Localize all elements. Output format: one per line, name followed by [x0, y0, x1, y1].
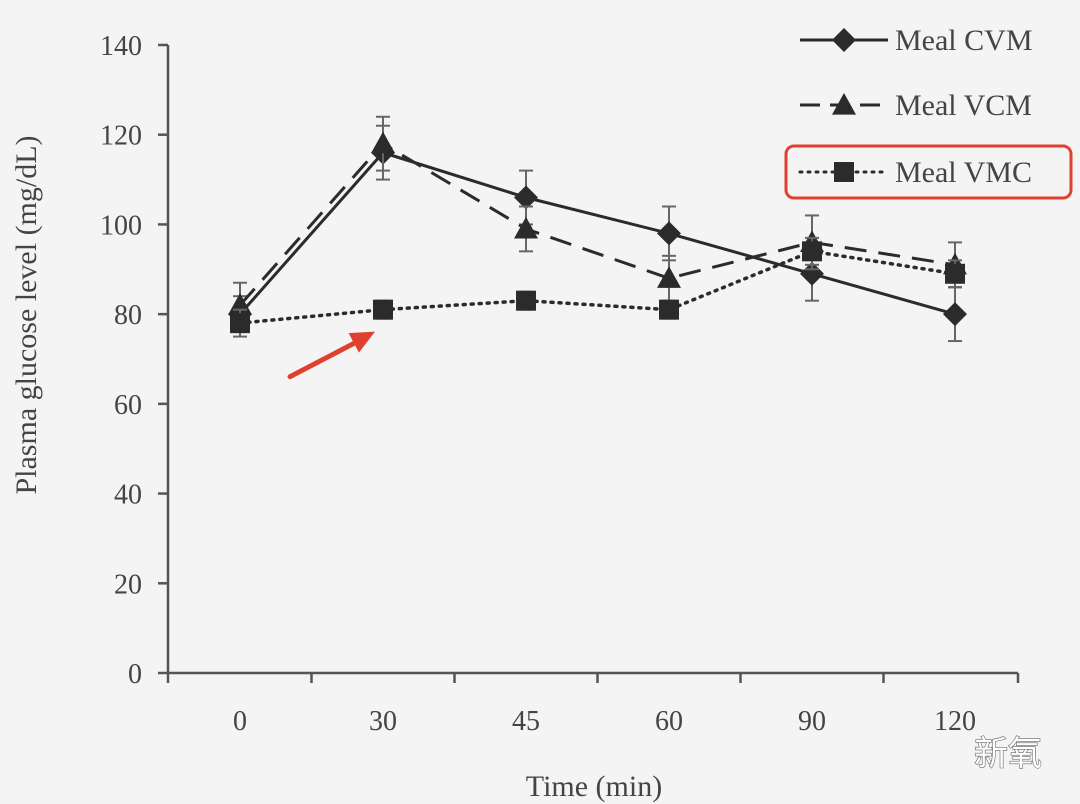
data-point — [373, 299, 393, 320]
x-tick-label: 90 — [798, 706, 826, 737]
data-point — [945, 263, 965, 284]
data-point — [230, 313, 250, 334]
legend-marker — [834, 162, 854, 182]
legend-item: Meal VCM — [800, 89, 1032, 122]
annotation — [287, 331, 375, 380]
series-meal-vmc — [230, 236, 965, 338]
data-point — [659, 299, 679, 320]
legend-marker — [832, 28, 856, 52]
y-tick-label: 140 — [100, 31, 142, 62]
arrow-head — [348, 331, 375, 353]
legend-item: Meal VMC — [784, 144, 1073, 200]
y-tick-label: 40 — [114, 480, 142, 511]
series-meal-cvm — [228, 124, 967, 343]
x-tick-label: 30 — [369, 706, 397, 737]
data-point — [371, 131, 395, 154]
data-point — [943, 302, 967, 327]
arrow-shaft — [287, 337, 364, 380]
y-tick-label: 0 — [128, 659, 142, 690]
y-tick-label: 20 — [114, 569, 142, 600]
series-line — [238, 141, 956, 307]
watermark: 新氧 — [974, 734, 1042, 774]
y-tick-label: 120 — [100, 121, 142, 152]
data-point — [800, 261, 824, 286]
legend-label: Meal VCM — [895, 89, 1032, 122]
data-point — [657, 266, 681, 288]
legend: Meal CVM Meal VCM Meal VMC — [784, 24, 1073, 200]
data-point — [514, 216, 538, 239]
series-line — [238, 150, 956, 316]
legend-label: Meal VMC — [895, 156, 1032, 189]
legend-label: Meal CVM — [895, 24, 1033, 57]
data-point — [514, 185, 538, 210]
x-tick-label: 45 — [512, 706, 540, 737]
legend-item: Meal CVM — [800, 24, 1033, 57]
legend-marker — [832, 93, 856, 115]
legend-highlight-box — [784, 144, 1073, 200]
axes: 0 20 40 60 80 100 120 140 0 30 45 60 90 120 — [100, 31, 1020, 737]
y-tick-label: 60 — [114, 390, 142, 421]
y-tick-label: 100 — [100, 210, 142, 241]
data-point — [516, 290, 536, 311]
x-tick-label: 120 — [934, 706, 976, 737]
series-meal-vcm — [228, 115, 967, 329]
series-layer — [228, 115, 967, 343]
x-tick-label: 60 — [655, 706, 683, 737]
x-axis-title: Time (min) — [526, 770, 662, 803]
data-point — [802, 241, 822, 262]
y-tick-label: 80 — [114, 300, 142, 331]
data-point — [657, 221, 681, 246]
y-axis-title: Plasma glucose level (mg/dL) — [10, 135, 43, 494]
series-line — [238, 249, 957, 325]
x-tick-label: 0 — [233, 706, 247, 737]
